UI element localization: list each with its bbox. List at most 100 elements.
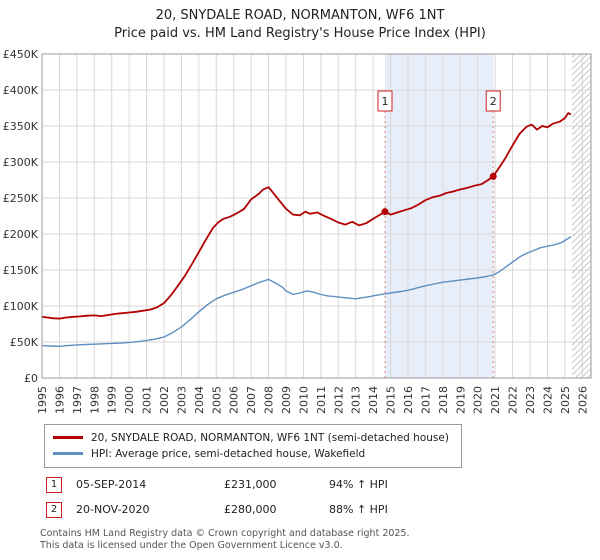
series-hpi [41,236,572,347]
future-hatch-line [586,373,592,379]
sale-marker-1 [381,208,389,216]
event-1-hpi-delta: 94% ↑ HPI [329,478,388,492]
future-hatch-line [571,127,592,148]
future-hatch-line [571,79,592,100]
y-axis-label: £450K [3,48,39,61]
sale-marker-2 [489,172,497,180]
sale-period-shading [384,53,494,378]
legend-item-hpi: HPI: Average price, semi-detached house,… [53,446,449,462]
future-hatch-line [580,367,592,379]
future-hatch-line [571,97,592,118]
future-hatch-line [571,91,592,112]
future-hatch-line [571,103,592,124]
future-hatch-line [571,199,592,220]
sale-event-2: 2 20-NOV-2020 £280,000 88% ↑ HPI [46,501,600,518]
future-hatch-line [571,271,592,292]
x-axis-label: 2026 [576,386,589,414]
event-2-price: £280,000 [224,503,277,517]
plot-border [41,53,592,379]
x-axis-label: 1998 [88,386,101,414]
y-axis-label: £150K [3,264,39,277]
future-hatch-line [571,241,592,262]
future-hatch-line [571,211,592,232]
future-hatch-line [571,181,592,202]
legend-swatch-property [53,436,83,440]
x-axis-label: 2000 [123,386,136,414]
x-axis-label: 1996 [53,386,66,414]
future-hatch-line [571,61,592,82]
x-axis-label: 2021 [489,386,502,414]
price-chart: 1 2 £0 £50K £100K £150K £200K £250K £300K £350K £4… [3,48,592,414]
future-hatch-line [571,151,592,172]
y-axis-label: £50K [10,336,39,349]
event-1-flag-box [377,90,393,112]
future-hatch-line [571,307,592,328]
future-hatch-line [571,283,592,304]
event-2-flag-box [485,90,501,112]
future-hatch-line [571,223,592,244]
x-axis-label: 2008 [263,386,276,414]
future-hatch-line [571,247,592,268]
x-axis-label: 2019 [454,386,467,414]
page-subtitle: Price paid vs. HM Land Registry's House … [114,26,486,42]
future-hatch-line [571,355,592,376]
x-axis-label: 2014 [367,386,380,414]
x-axis-label: 2010 [297,386,310,414]
legend-label-hpi: HPI: Average price, semi-detached house,… [91,447,366,460]
future-hatch-line [571,217,592,238]
event-2-hpi-delta: 88% ↑ HPI [329,503,388,517]
future-hatch-line [571,187,592,208]
future-hatch-line [571,73,592,94]
x-axis-label: 2003 [175,386,188,414]
x-axis-label: 2018 [437,386,450,414]
future-hatch-line [571,235,592,256]
footer-line-2: This data is licensed under the Open Gov… [40,540,343,552]
future-hatch-line [571,67,592,88]
future-hatch-line [574,361,592,379]
x-axis-label: 2005 [210,386,223,414]
future-hatch-line [571,277,592,298]
y-axis-label: £350K [3,120,39,133]
x-axis-label: 2023 [524,386,537,414]
x-axis-label: 2006 [228,386,241,414]
event-1-date: 05-SEP-2014 [76,478,147,492]
future-hatch-line [571,115,592,136]
chart-header: 20, SNYDALE ROAD, NORMANTON, WF6 1NT Pri… [0,0,600,44]
future-hatch-line [571,319,592,340]
footer-line-1: Contains HM Land Registry data © Crown c… [40,527,410,539]
future-hatch-line [571,53,588,70]
x-axis-label: 2011 [315,386,328,414]
future-hatch-line [571,53,582,64]
x-axis-label: 1995 [36,386,49,414]
x-axis-label: 2015 [385,386,398,414]
event-2-flag-number: 2 [490,95,497,108]
future-hatch-line [571,175,592,196]
x-axis-label: 2004 [193,386,206,414]
x-axis-label: 2002 [158,386,171,414]
y-axis-label: £250K [3,192,39,205]
legend-swatch-hpi [53,452,83,456]
future-hatch-line [571,331,592,352]
event-1-number-badge: 1 [46,476,62,493]
x-axis-label: 2024 [541,386,554,414]
future-hatch-line [571,85,592,106]
x-axis-label: 1997 [71,386,84,414]
future-hatch-line [571,157,592,178]
x-axis-label: 2012 [332,386,345,414]
event-1-price: £231,000 [224,478,277,492]
future-hatch-line [571,313,592,334]
future-hatch-line [571,109,592,130]
legend-label-property: 20, SNYDALE ROAD, NORMANTON, WF6 1NT (se… [91,431,449,444]
future-hatch-line [571,229,592,250]
future-hatch-line [571,259,592,280]
x-axis-label: 2013 [350,386,363,414]
future-hatch-line [571,55,592,76]
event-2-number-badge: 2 [46,501,62,518]
x-axis-label: 2025 [559,386,572,414]
future-hatch-line [571,349,592,370]
x-axis-label: 1999 [106,386,119,414]
future-hatch-line [571,121,592,142]
future-hatch-line [571,325,592,346]
future-hatch-line [571,343,592,364]
